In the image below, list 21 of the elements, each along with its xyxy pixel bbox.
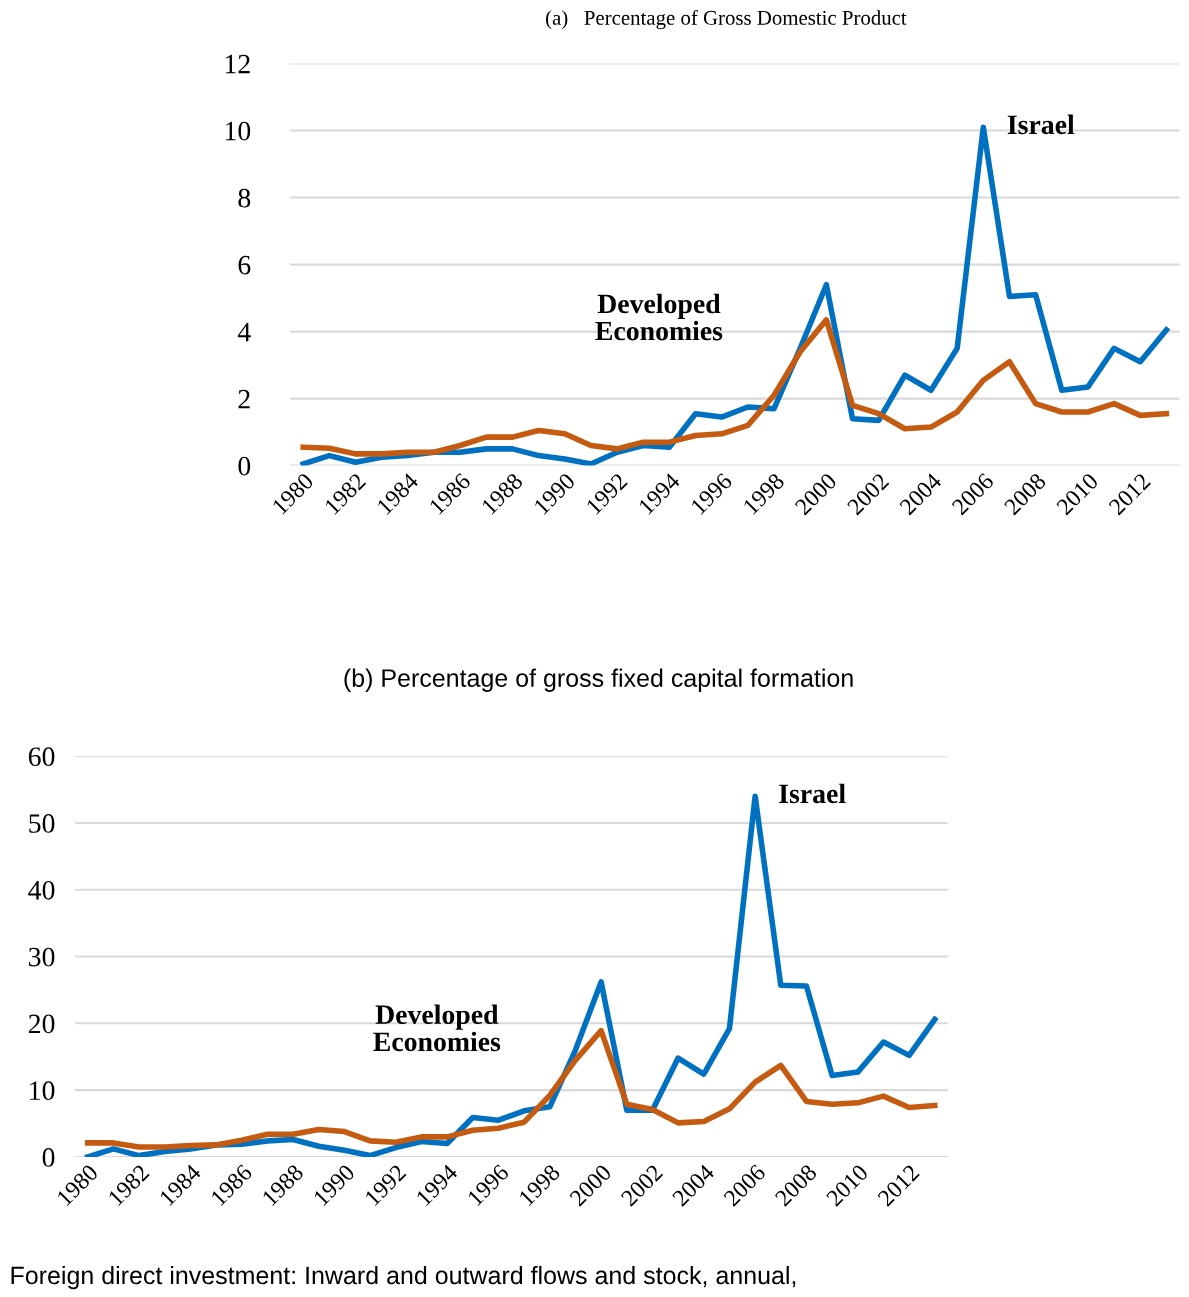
series-label: Israel xyxy=(779,783,846,804)
y-tick-label: 6 xyxy=(238,255,251,275)
y-tick-label: 0 xyxy=(238,456,251,476)
y-tick-label: 10 xyxy=(225,121,251,141)
y-tick-label: 20 xyxy=(28,1014,55,1034)
chart-title: (a) Percentage of Gross Domestic Product xyxy=(546,10,907,30)
y-tick-label: 4 xyxy=(237,322,251,342)
y-tick-label: 10 xyxy=(30,1081,55,1101)
text: Developed Economies xyxy=(595,293,723,341)
y-tick-label: 50 xyxy=(29,814,55,833)
y-tick-label: 12 xyxy=(225,54,250,74)
y-tick-label: 8 xyxy=(238,188,251,208)
y-tick-label: 40 xyxy=(28,880,55,900)
y-tick-label: 60 xyxy=(28,747,55,767)
text: Developed Economies xyxy=(373,1004,501,1052)
chart-title: (b) Percentage of gross fixed capital formation xyxy=(344,668,853,692)
y-tick-label: 2 xyxy=(238,389,250,409)
y-tick-label: 30 xyxy=(29,947,55,967)
series-label: Israel xyxy=(1007,114,1075,135)
text: Foreign direct investment: Inward and outward flows and stock, annual, xyxy=(11,1265,796,1290)
y-tick-label: 0 xyxy=(42,1148,55,1167)
